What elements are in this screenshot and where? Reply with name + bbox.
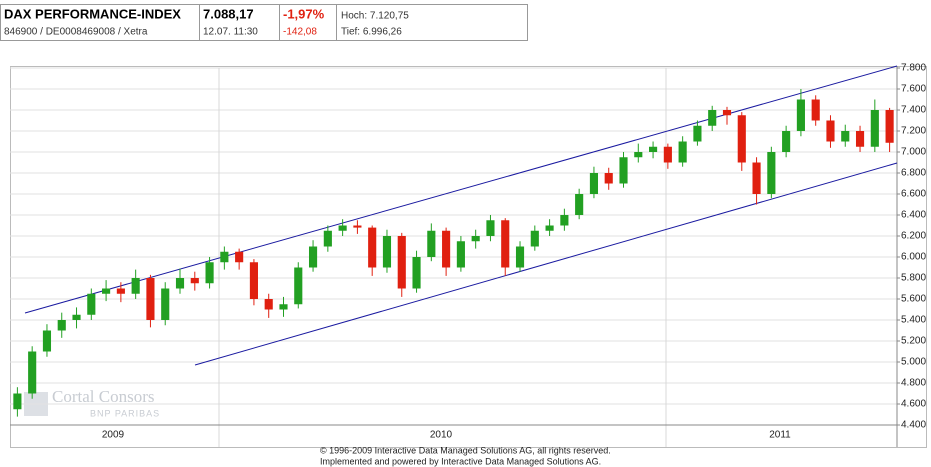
y-tick-label: 5.000 <box>901 357 926 368</box>
candle-body <box>767 152 776 194</box>
x-tick-label: 2009 <box>102 430 125 441</box>
candle-body <box>442 230 451 268</box>
candle-body <box>841 131 850 142</box>
candle-body <box>146 278 155 320</box>
candle-body <box>722 110 732 116</box>
y-tick-label: 6.800 <box>901 168 926 179</box>
candle-body <box>249 262 258 299</box>
y-tick-label: 5.200 <box>901 336 926 347</box>
candle-body <box>72 314 81 320</box>
y-tick-label: 5.800 <box>901 273 926 284</box>
y-tick-label: 7.400 <box>901 105 926 116</box>
y-tick-label: 4.600 <box>901 399 926 410</box>
candle-body <box>42 330 52 352</box>
candle-body <box>57 320 66 331</box>
watermark-brand: Cortal Consors <box>52 387 154 406</box>
candle-body <box>634 152 643 158</box>
x-tick-label: 2010 <box>430 430 453 441</box>
candle-body <box>308 246 318 268</box>
y-tick-label: 6.600 <box>901 189 926 200</box>
candle-body <box>456 241 465 268</box>
candle-body <box>486 220 495 236</box>
candle-body <box>693 125 702 142</box>
index-title: DAX PERFORMANCE-INDEX <box>4 6 181 21</box>
candle-body <box>589 173 599 194</box>
footer-powered: Implemented and powered by Interactive D… <box>320 456 601 466</box>
candle-body <box>235 251 244 263</box>
header-box <box>0 4 528 41</box>
y-tick-label: 6.000 <box>901 252 926 263</box>
candle-body <box>294 267 303 305</box>
day-low: Tief: 6.996,26 <box>341 27 402 38</box>
candle-body <box>796 99 805 131</box>
candle-body <box>575 194 584 215</box>
candle-body <box>855 131 865 147</box>
candle-body <box>87 293 96 315</box>
candle-body <box>28 351 37 394</box>
candle-body <box>649 146 658 152</box>
candle-body <box>323 230 332 247</box>
candle-body <box>545 225 554 231</box>
candle-body <box>811 99 820 121</box>
candle-body <box>530 230 539 247</box>
candle-body <box>190 278 199 284</box>
candle-body <box>131 278 140 294</box>
candle-body <box>604 173 613 184</box>
candle-body <box>102 288 111 294</box>
candle-body <box>13 393 22 410</box>
candle-body <box>471 236 480 242</box>
y-tick-label: 4.800 <box>901 378 926 389</box>
candle-body <box>368 227 377 268</box>
candle-body <box>264 299 273 310</box>
candle-body <box>338 225 347 231</box>
change: -142,08 <box>283 27 317 38</box>
candle-body <box>752 162 761 194</box>
candle-body <box>737 115 746 163</box>
price: 7.088,17 <box>203 6 254 21</box>
candle-body <box>412 257 421 289</box>
y-tick-label: 6.400 <box>901 210 926 221</box>
day-high: Hoch: 7.120,75 <box>341 11 409 22</box>
time: 12.07. 11:30 <box>203 27 258 38</box>
y-tick-label: 6.200 <box>901 231 926 242</box>
candle-body <box>161 288 170 320</box>
y-tick-label: 7.800 <box>901 63 926 74</box>
candle-body <box>870 110 879 147</box>
candle-body <box>382 236 392 268</box>
y-tick-label: 5.600 <box>901 294 926 305</box>
y-tick-label: 7.000 <box>901 147 926 158</box>
y-tick-label: 7.600 <box>901 84 926 95</box>
candle-body <box>220 251 229 263</box>
candle-body <box>619 157 628 184</box>
candle-body <box>663 146 672 163</box>
candle-body <box>279 304 288 310</box>
candle-body <box>678 141 687 163</box>
watermark-sub: BNP PARIBAS <box>90 408 160 418</box>
footer-copyright: © 1996-2009 Interactive Data Managed Sol… <box>320 445 611 455</box>
candle-body <box>397 236 406 289</box>
x-tick-label: 2011 <box>769 430 791 441</box>
candle-body <box>708 110 717 126</box>
candle-body <box>885 110 894 143</box>
y-tick-label: 4.400 <box>901 420 926 431</box>
candle-body <box>427 230 436 257</box>
candle-body <box>501 220 510 268</box>
candle-body <box>175 278 185 289</box>
candle-body <box>205 262 214 284</box>
index-id: 846900 / DE0008469008 / Xetra <box>4 27 148 38</box>
y-tick-label: 7.200 <box>901 126 926 137</box>
candle-body <box>515 246 525 268</box>
candle-body <box>560 215 569 226</box>
candle-body <box>826 120 835 142</box>
candle-body <box>116 288 125 294</box>
header: DAX PERFORMANCE-INDEX 846900 / DE0008469… <box>0 4 528 41</box>
candle-body <box>353 225 362 228</box>
y-tick-label: 5.400 <box>901 315 926 326</box>
candle-body <box>782 131 791 152</box>
channel-upper <box>24 65 898 314</box>
change-pct: -1,97% <box>283 6 325 21</box>
channel-lower <box>194 162 898 366</box>
plot: Cortal Consors BNP PARIBAS 4.400 4.600 4.800… <box>10 63 926 447</box>
